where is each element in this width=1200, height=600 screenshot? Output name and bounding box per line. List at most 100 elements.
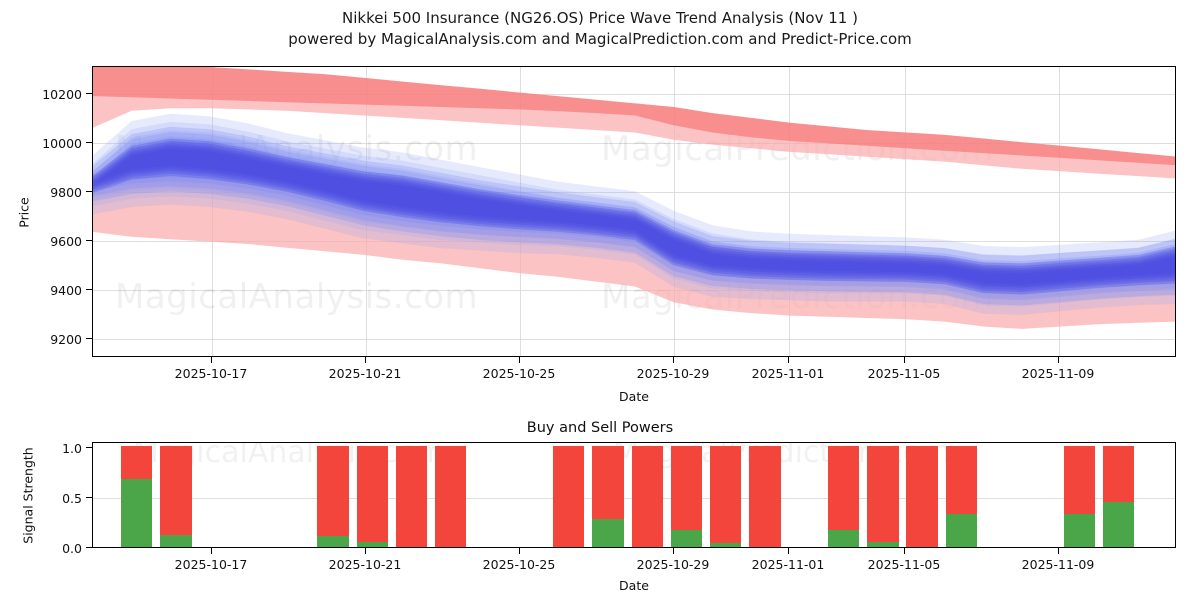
sell-power-bar [317,446,349,536]
wave-band [93,130,1175,299]
price-xtick-label: 2025-10-21 [328,366,402,381]
wave-band [93,113,1175,287]
gridline-v [674,67,675,356]
sell-power-bar [710,446,742,543]
price-ytick-mark [86,289,92,290]
sell-power-bar [592,446,624,519]
price-ytick-mark [86,93,92,94]
wave-band [93,141,1175,315]
buy-power-bar [160,534,192,547]
sell-power-bar [749,446,781,547]
price-xtick-mark [365,357,366,363]
wave-band [93,145,1175,290]
sell-power-bar [160,446,192,535]
buy-power-bar [827,529,860,547]
buy-power-bar [120,479,153,547]
bar-plot-area: MagicalAnalysis.com MagicalPrediction.co… [92,442,1176,548]
wave-band [93,121,1175,293]
price-xtick-mark [904,357,905,363]
sell-power-bar [1063,446,1095,514]
sell-power-bar [395,446,428,547]
bar-xtick-label: 2025-10-21 [328,557,402,572]
wave-band [93,138,1175,285]
price-xtick-mark [211,357,212,363]
bar-xtick-mark [519,548,520,554]
sell-power-bar [553,446,585,547]
price-ytick-9200: 9200 [50,332,82,347]
buy-power-bar [670,529,703,547]
sell-power-bar [120,446,153,480]
bar-ytick-mark [86,447,92,448]
bar-xtick-label: 2025-11-09 [1021,557,1095,572]
wave-band [93,67,1175,166]
price-ytick-9600: 9600 [50,234,82,249]
wave-band [93,132,1175,292]
buy-power-bar [945,513,978,547]
price-xtick-mark [519,357,520,363]
page-subtitle: powered by MagicalAnalysis.com and Magic… [288,30,912,48]
gridline-v [1059,67,1060,356]
price-xtick-label: 2025-11-05 [867,366,941,381]
buy-power-bar [1102,501,1135,547]
price-xtick-label: 2025-11-09 [1021,366,1095,381]
price-x-axis-title: Date [619,389,649,404]
gridline-h [93,339,1175,340]
price-ytick-mark [86,338,92,339]
gridline-v [905,67,906,356]
bar-xtick-mark [904,548,905,554]
chart-title-block: Nikkei 500 Insurance (NG26.OS) Price Wav… [0,8,1200,50]
price-ytick-10200: 10200 [42,87,82,102]
price-xtick-mark [1058,357,1059,363]
wave-band [93,141,1175,287]
price-ytick-9400: 9400 [50,283,82,298]
bar-x-axis-title: Date [619,578,649,593]
price-xtick-label: 2025-11-01 [751,366,825,381]
wave-band [93,147,1175,293]
bar-xtick-mark [211,548,212,554]
buy-power-bar [356,542,388,547]
price-xtick-mark [673,357,674,363]
wave-band [93,173,1175,329]
price-ytick-mark [86,240,92,241]
bar-xtick-label: 2025-10-17 [174,557,248,572]
buy-power-bar [867,542,899,547]
price-ytick-mark [86,142,92,143]
sell-power-bar [356,446,388,542]
wave-band [93,144,1175,306]
price-xtick-mark [788,357,789,363]
sell-power-bar [1102,446,1135,502]
buy-power-bar [1063,513,1095,547]
buy-power-bar [592,518,624,547]
bar-ytick-05: 0.5 [62,491,82,506]
bar-ytick-mark [86,547,92,548]
bar-xtick-label: 2025-10-25 [482,557,556,572]
sell-power-bar [435,446,467,547]
wave-band [93,135,1175,307]
gridline-h [93,94,1175,95]
sell-power-bar [906,446,938,547]
wave-band [93,126,1175,288]
price-ytick-mark [86,191,92,192]
wave-band [93,148,1175,295]
bar-xtick-mark [1058,548,1059,554]
bar-xtick-mark [788,548,789,554]
price-xtick-label: 2025-10-29 [636,366,710,381]
gridline-h [93,192,1175,193]
sell-power-bar [867,446,899,542]
price-ytick-10000: 10000 [42,136,82,151]
price-xtick-label: 2025-10-25 [482,366,556,381]
sell-power-bar [945,446,978,514]
buy-power-bar [317,535,349,547]
bar-xtick-label: 2025-11-05 [867,557,941,572]
wave-band [93,137,1175,295]
bar-ytick-0: 0.0 [62,541,82,556]
buy-sell-powers-panel: Buy and Sell Powers Signal Strength 1.0 … [0,408,1200,600]
wave-band [93,143,1175,288]
bar-chart-title: Buy and Sell Powers [526,420,674,436]
gridline-v [789,67,790,356]
bar-ytick-mark [86,497,92,498]
price-wave-bands [93,67,1175,329]
gridline-h [93,290,1175,291]
sell-power-bar [827,446,860,530]
